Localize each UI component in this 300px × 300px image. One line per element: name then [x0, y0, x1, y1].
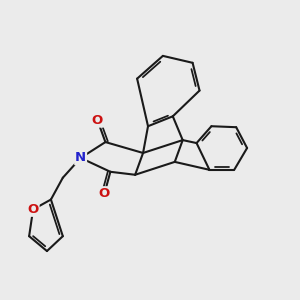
Text: O: O	[92, 114, 103, 127]
Text: O: O	[99, 187, 110, 200]
Text: N: N	[75, 152, 86, 164]
Text: O: O	[28, 203, 39, 216]
